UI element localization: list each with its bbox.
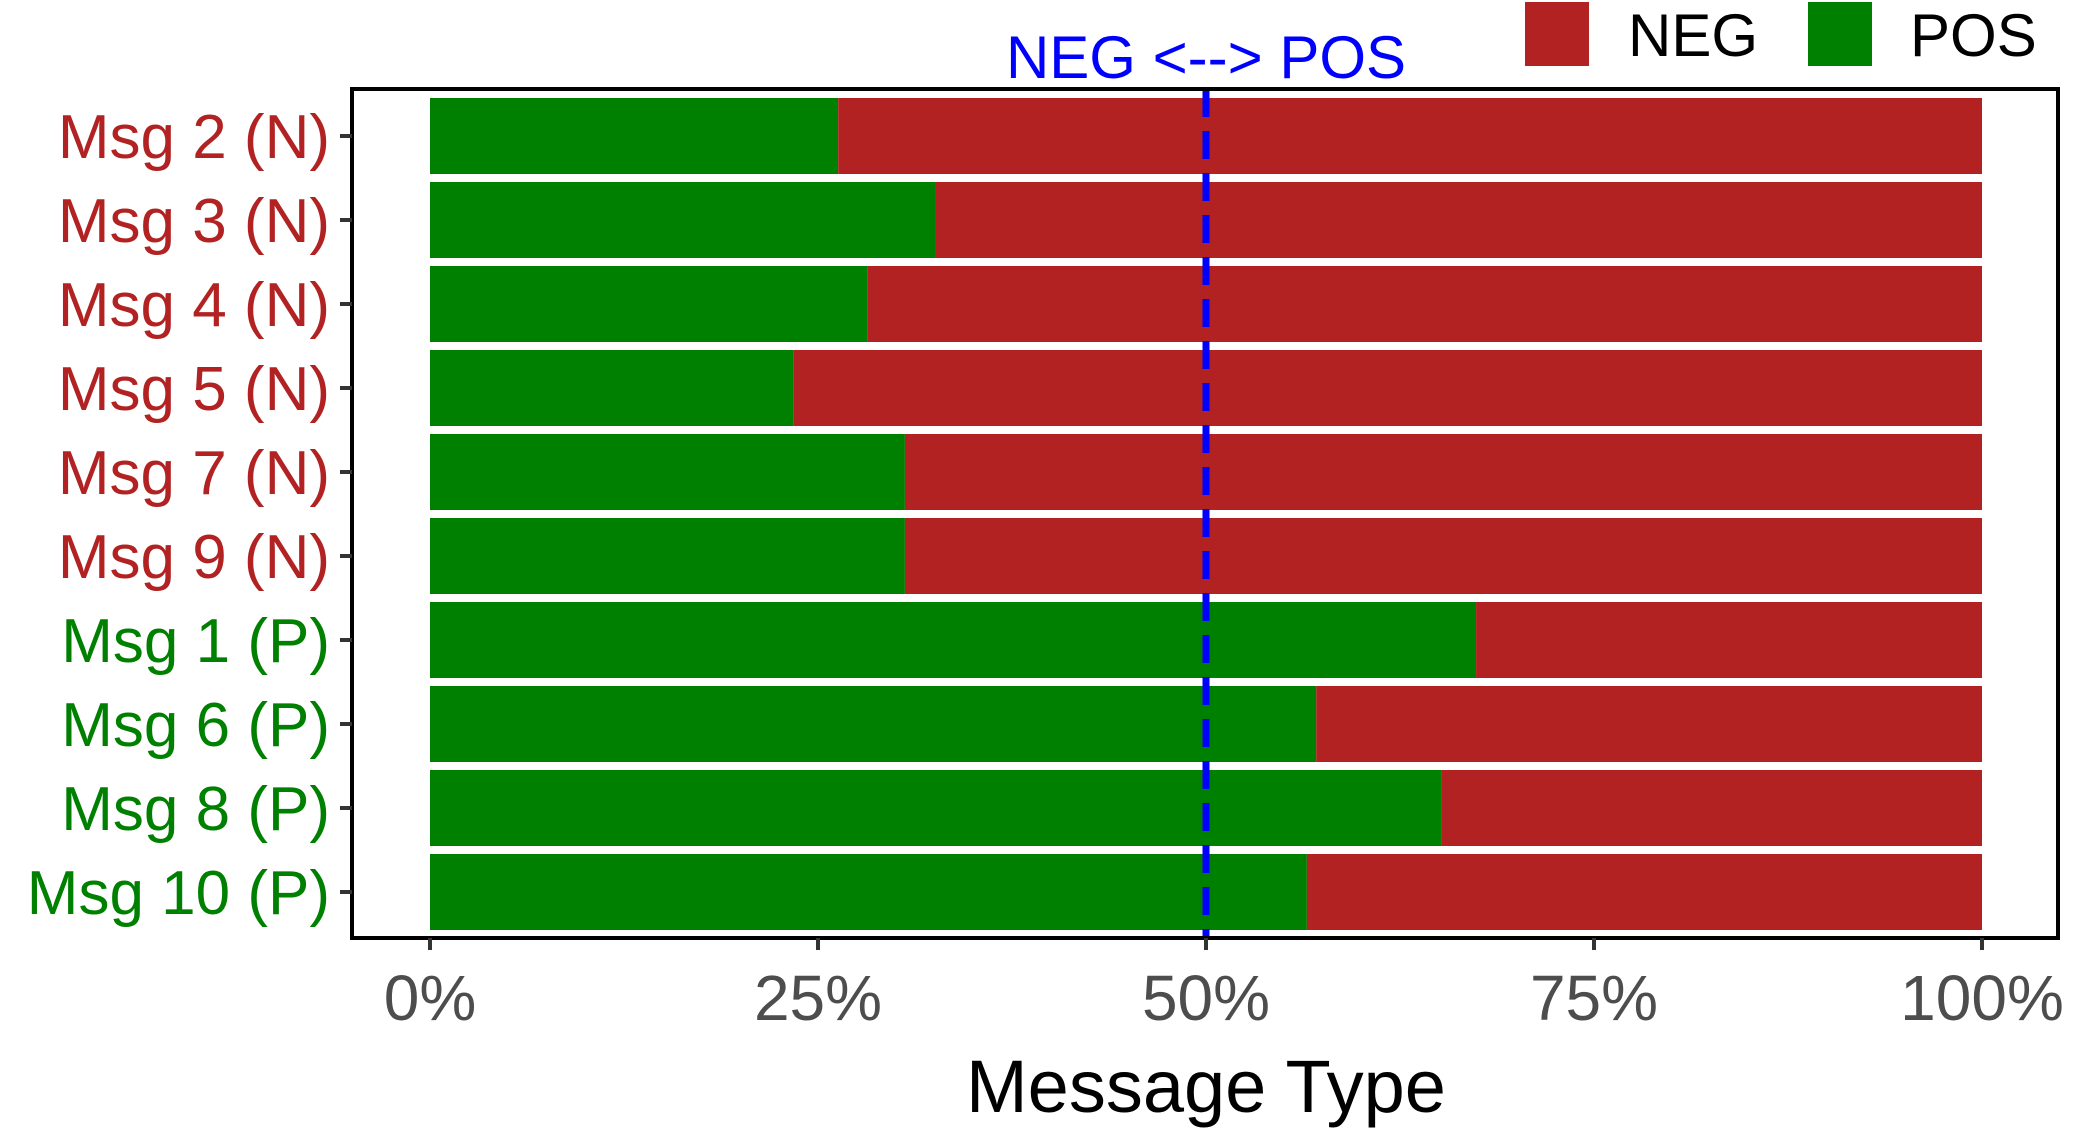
x-axis-ticks: 0% 25% 50% 75% 100% [384, 938, 2064, 1034]
bar-pos [430, 854, 1307, 930]
x-tick-label: 25% [754, 962, 882, 1034]
bar-neg [1306, 854, 1982, 930]
bar-neg [838, 98, 1982, 174]
y-tick-label: Msg 2 (N) [58, 103, 330, 172]
y-tick-label: Msg 9 (N) [58, 523, 330, 592]
y-tick-label: Msg 1 (P) [61, 607, 330, 676]
bar-neg [1316, 686, 1982, 762]
bar-neg [1441, 770, 1982, 846]
x-axis-title: Message Type [966, 1045, 1446, 1128]
bar-pos [430, 518, 905, 594]
y-axis-labels: Msg 2 (N) Msg 3 (N) Msg 4 (N) Msg 5 (N) Msg … [27, 103, 352, 928]
legend: NEG POS [1525, 2, 2037, 69]
x-tick-label: 75% [1530, 962, 1658, 1034]
bar-pos [430, 686, 1317, 762]
bar-pos [430, 350, 794, 426]
bar-neg [904, 518, 1982, 594]
legend-label-neg: NEG [1628, 2, 1758, 69]
bar-pos [430, 266, 868, 342]
y-tick-label: Msg 8 (P) [61, 775, 330, 844]
y-tick-label: Msg 6 (P) [61, 691, 330, 760]
bar-neg [904, 434, 1982, 510]
legend-key-pos [1808, 2, 1872, 66]
reference-line-annotation: NEG <--> POS [1006, 24, 1406, 91]
legend-label-pos: POS [1910, 2, 2037, 69]
y-tick-label: Msg 4 (N) [58, 271, 330, 340]
x-tick-label: 100% [1900, 962, 2064, 1034]
bar-neg [867, 266, 1982, 342]
bar-pos [430, 602, 1477, 678]
bars-layer [430, 98, 1983, 930]
bar-neg [793, 350, 1983, 426]
y-tick-label: Msg 7 (N) [58, 439, 330, 508]
x-tick-label: 50% [1142, 962, 1270, 1034]
bar-pos [430, 770, 1442, 846]
y-tick-label: Msg 5 (N) [58, 355, 330, 424]
x-tick-label: 0% [384, 962, 477, 1034]
y-tick-label: Msg 10 (P) [27, 859, 330, 928]
bar-pos [430, 98, 839, 174]
legend-key-neg [1525, 2, 1589, 66]
bar-neg [935, 182, 1982, 258]
bar-pos [430, 182, 936, 258]
bar-pos [430, 434, 905, 510]
bar-neg [1476, 602, 1982, 678]
y-tick-label: Msg 3 (N) [58, 187, 330, 256]
